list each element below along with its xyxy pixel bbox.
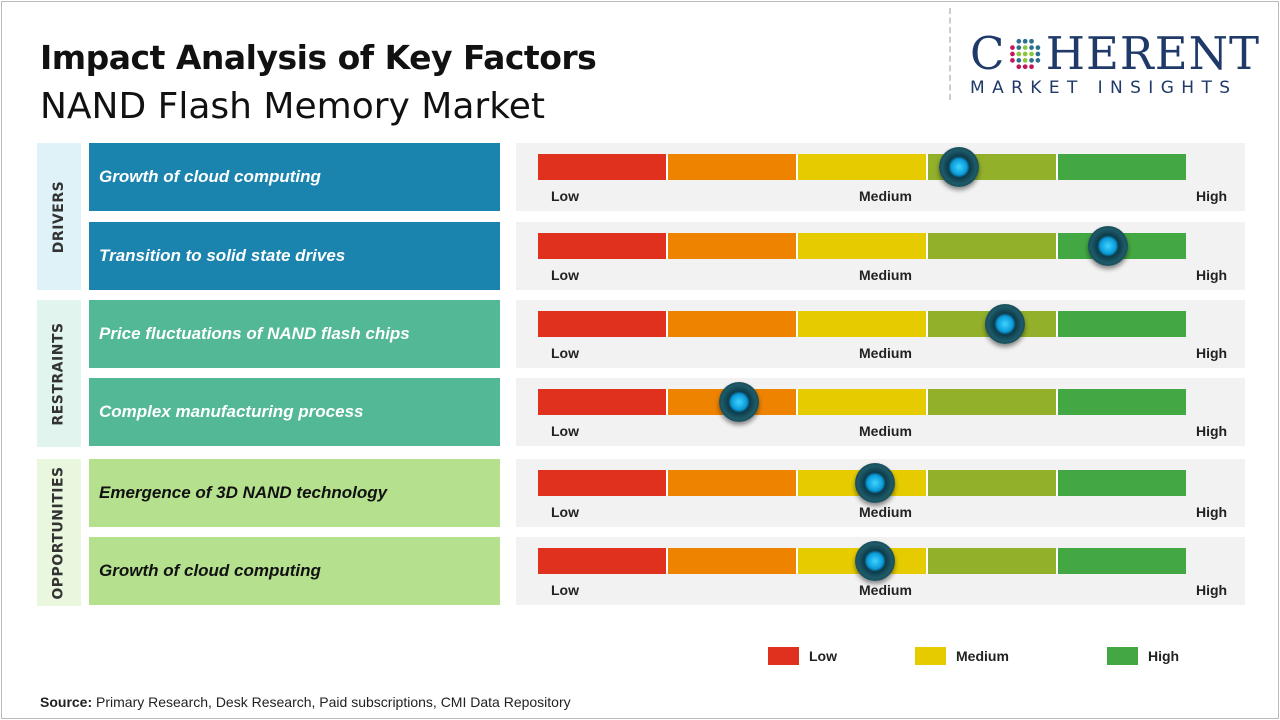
category-drivers: DRIVERS <box>37 143 81 290</box>
legend-swatch <box>915 647 946 665</box>
scale-segment <box>538 154 668 180</box>
legend-swatch <box>1107 647 1138 665</box>
impact-gauge: Low Medium High <box>516 537 1245 605</box>
legend-swatch <box>768 647 799 665</box>
factor-label: Transition to solid state drives <box>89 222 500 290</box>
factor-text: Growth of cloud computing <box>99 561 321 580</box>
scale-low-label: Low <box>551 345 579 361</box>
scale-segment <box>538 233 668 259</box>
scale-segment <box>798 389 928 415</box>
scale-segment <box>538 548 668 574</box>
impact-gauge: Low Medium High <box>516 459 1245 527</box>
factor-text: Emergence of 3D NAND technology <box>99 483 388 502</box>
scale-high-label: High <box>1196 188 1228 204</box>
scale-segment <box>538 311 668 337</box>
scale-segment <box>928 233 1058 259</box>
scale-high-label: High <box>1196 267 1228 283</box>
legend-item: Low <box>768 647 837 665</box>
impact-marker <box>718 382 759 422</box>
page-title: Impact Analysis of Key Factors <box>40 38 597 77</box>
impact-scale <box>538 548 1186 574</box>
impact-gauge: Low Medium High <box>516 378 1245 446</box>
impact-scale <box>538 311 1186 337</box>
scale-low-label: Low <box>551 582 579 598</box>
category-opportunities: OPPORTUNITIES <box>37 459 81 606</box>
source-label: Source: <box>40 694 93 710</box>
scale-segment <box>1058 548 1186 574</box>
source-text: Primary Research, Desk Research, Paid su… <box>92 694 571 710</box>
scale-segment <box>668 548 798 574</box>
scale-segment <box>798 154 928 180</box>
factor-text: Growth of cloud computing <box>99 167 321 186</box>
scale-medium-label: Medium <box>859 267 912 283</box>
globe-icon <box>1010 38 1041 70</box>
impact-marker <box>854 463 895 503</box>
legend-label: Medium <box>956 648 1009 664</box>
scale-low-label: Low <box>551 423 579 439</box>
impact-scale <box>538 389 1186 415</box>
scale-high-label: High <box>1196 345 1228 361</box>
scale-segment <box>668 233 798 259</box>
scale-low-label: Low <box>551 267 579 283</box>
scale-segment <box>668 311 798 337</box>
page-subtitle: NAND Flash Memory Market <box>40 86 546 127</box>
category-label: RESTRAINTS <box>51 321 67 426</box>
scale-segment <box>928 548 1058 574</box>
scale-high-label: High <box>1196 423 1228 439</box>
legend-label: Low <box>809 648 837 664</box>
scale-medium-label: Medium <box>859 188 912 204</box>
legend-label: High <box>1148 648 1180 664</box>
scale-high-label: High <box>1196 504 1228 520</box>
scale-medium-label: Medium <box>859 582 912 598</box>
factor-label: Growth of cloud computing <box>89 537 500 605</box>
scale-segment <box>538 389 668 415</box>
scale-segment <box>668 470 798 496</box>
divider <box>949 8 951 100</box>
scale-segment <box>538 470 668 496</box>
source-note: Source: Primary Research, Desk Research,… <box>40 694 571 710</box>
factor-text: Complex manufacturing process <box>99 402 364 421</box>
legend-item: High <box>1107 647 1179 665</box>
scale-segment <box>1058 154 1186 180</box>
scale-segment <box>798 311 928 337</box>
scale-segment <box>1058 470 1186 496</box>
impact-scale <box>538 470 1186 496</box>
category-label: OPPORTUNITIES <box>51 465 68 600</box>
impact-gauge: Low Medium High <box>516 143 1245 211</box>
impact-marker <box>939 147 980 187</box>
scale-segment <box>1058 389 1186 415</box>
factor-text: Transition to solid state drives <box>99 246 346 265</box>
category-restraints: RESTRAINTS <box>37 300 81 447</box>
scale-low-label: Low <box>551 504 579 520</box>
factor-label: Growth of cloud computing <box>89 143 500 211</box>
scale-segment <box>928 389 1058 415</box>
scale-low-label: Low <box>551 188 579 204</box>
logo: C HERENT MARKET INSIGHTS <box>970 27 1260 99</box>
factor-text: Price fluctuations of NAND flash chips <box>99 324 410 343</box>
impact-marker <box>984 304 1025 344</box>
scale-medium-label: Medium <box>859 345 912 361</box>
legend-item: Medium <box>915 647 1009 665</box>
impact-gauge: Low Medium High <box>516 222 1245 290</box>
scale-medium-label: Medium <box>859 423 912 439</box>
impact-scale <box>538 233 1186 259</box>
scale-medium-label: Medium <box>859 504 912 520</box>
scale-high-label: High <box>1196 582 1228 598</box>
impact-scale <box>538 154 1186 180</box>
factor-label: Emergence of 3D NAND technology <box>89 459 500 527</box>
scale-segment <box>928 470 1058 496</box>
factor-label: Complex manufacturing process <box>89 378 500 446</box>
scale-segment <box>668 154 798 180</box>
category-label: DRIVERS <box>51 180 67 253</box>
scale-segment <box>1058 311 1186 337</box>
impact-gauge: Low Medium High <box>516 300 1245 368</box>
impact-marker <box>1088 226 1129 266</box>
impact-marker <box>854 541 895 581</box>
scale-segment <box>798 233 928 259</box>
factor-label: Price fluctuations of NAND flash chips <box>89 300 500 368</box>
